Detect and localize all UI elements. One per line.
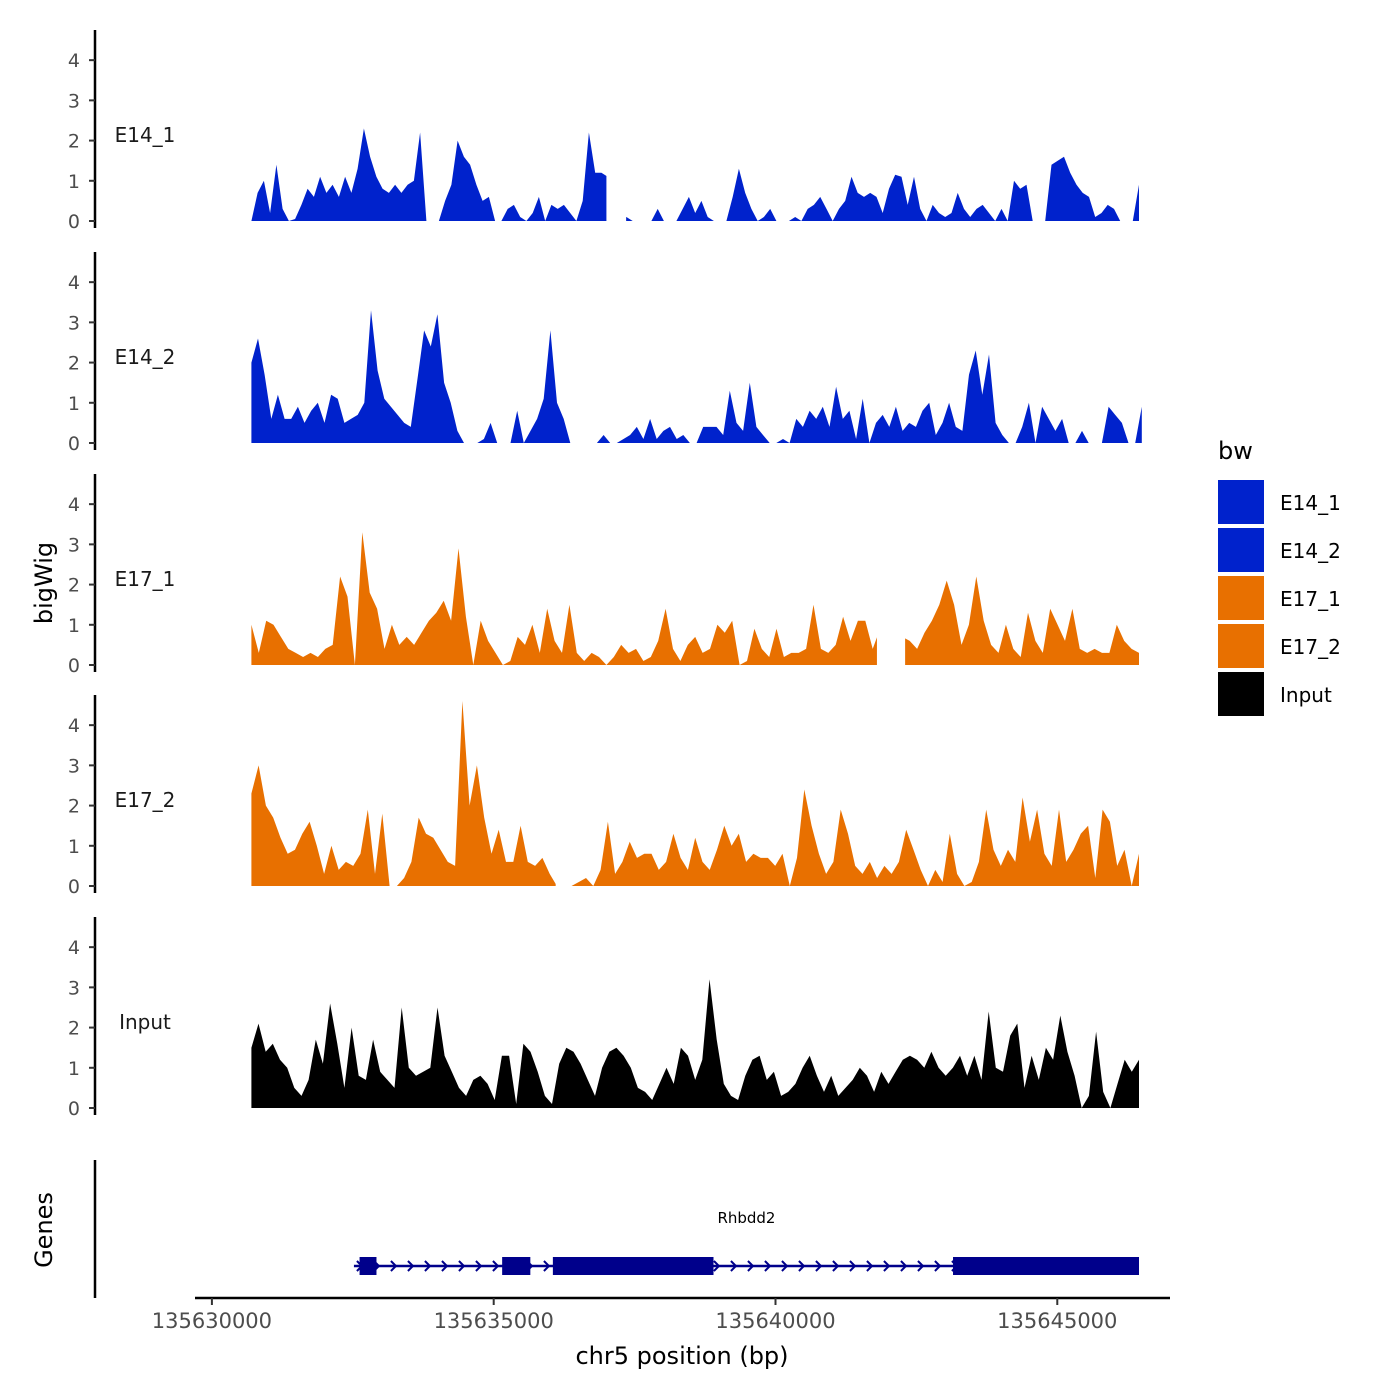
gene-exon (552, 1257, 714, 1275)
legend-label: E14_2 (1280, 539, 1341, 563)
y-tick-label: 1 (68, 393, 80, 415)
strand-arrow (883, 1260, 891, 1272)
legend-item-e14-2: E14_2 (1218, 528, 1341, 572)
strand-arrow (934, 1260, 942, 1272)
track-panel-e14-1: 0 1 2 3 4 E14_1 (68, 30, 1139, 233)
signal-area-e17-1 (251, 532, 1139, 665)
y-tick-label: 3 (68, 755, 80, 777)
legend-swatch (1218, 672, 1264, 716)
strand-arrow (390, 1260, 398, 1272)
y-tick-label: 4 (68, 494, 80, 516)
signal-area-e14-2 (251, 310, 1142, 443)
strand-arrow (492, 1260, 500, 1272)
gene-name-label: Rhbdd2 (717, 1209, 775, 1227)
x-tick-label: 135635000 (434, 1309, 554, 1333)
strand-arrow (424, 1260, 432, 1272)
track-label: E14_1 (115, 123, 176, 147)
gene-rhbdd2: Rhbdd2 (353, 1209, 1140, 1275)
y-tick-label: 1 (68, 615, 80, 637)
legend-label: E17_2 (1280, 635, 1341, 659)
y-tick-label: 0 (68, 655, 80, 677)
y-tick-label: 0 (68, 433, 80, 455)
coverage-gap (876, 474, 906, 666)
signal-area-e14-1 (251, 128, 1139, 221)
strand-arrow (781, 1260, 789, 1272)
track-label: E17_2 (115, 788, 176, 812)
y-tick-label: 2 (68, 1018, 80, 1040)
legend-title: bw (1218, 437, 1253, 465)
strand-arrow (407, 1260, 415, 1272)
legend-item-input: Input (1218, 672, 1332, 716)
strand-arrow (543, 1260, 551, 1272)
x-tick-label: 135640000 (715, 1309, 835, 1333)
y-tick-label: 4 (68, 50, 80, 72)
strand-arrow (849, 1260, 857, 1272)
strand-arrow (832, 1260, 840, 1272)
track-panel-input: 0 1 2 3 4 Input (68, 917, 1139, 1120)
y-tick-label: 3 (68, 312, 80, 334)
legend-item-e17-2: E17_2 (1218, 624, 1341, 668)
bigwig-tracks: 0 1 2 3 4 E14_1 0 1 2 3 4 E14_2 0 1 2 3 4 E17_1 0 1 2 3 4 E17_2… (68, 30, 1142, 1120)
legend-swatch (1218, 480, 1264, 524)
legend-swatch (1218, 624, 1264, 668)
y-tick-label: 3 (68, 534, 80, 556)
x-axis: 135630000 135635000 135640000 135645000 (152, 1296, 1170, 1333)
strand-arrow (730, 1260, 738, 1272)
strand-arrow (900, 1260, 908, 1272)
y-tick-label: 4 (68, 715, 80, 737)
strand-arrow (475, 1260, 483, 1272)
strand-arrow (441, 1260, 449, 1272)
y-axis-title: bigWig (30, 542, 58, 624)
y-tick-label: 2 (68, 131, 80, 153)
strand-arrow (458, 1260, 466, 1272)
x-tick-label: 135630000 (152, 1309, 272, 1333)
y-tick-label: 2 (68, 796, 80, 818)
legend-label: E14_1 (1280, 491, 1341, 515)
legend-item-e14-1: E14_1 (1218, 480, 1341, 524)
track-panel-e17-2: 0 1 2 3 4 E17_2 (68, 695, 1139, 898)
track-panel-e17-1: 0 1 2 3 4 E17_1 (68, 474, 1139, 677)
gene-exon (359, 1257, 377, 1275)
strand-arrow (798, 1260, 806, 1272)
coverage-gap (609, 30, 613, 222)
gene-exon (953, 1257, 1140, 1275)
strand-arrow (917, 1260, 925, 1272)
legend-label: Input (1280, 683, 1332, 707)
y-tick-label: 1 (68, 171, 80, 193)
gene-exon (502, 1257, 531, 1275)
y-tick-label: 0 (68, 211, 80, 233)
legend-swatch (1218, 528, 1264, 572)
track-label: Input (119, 1010, 171, 1034)
legend: bw E14_1 E14_2 E17_1 E17_2 Input (1218, 437, 1341, 716)
y-tick-label: 2 (68, 575, 80, 597)
y-tick-label: 1 (68, 836, 80, 858)
genes-axis-title: Genes (30, 1192, 58, 1268)
y-tick-label: 1 (68, 1058, 80, 1080)
track-panel-e14-2: 0 1 2 3 4 E14_2 (68, 252, 1142, 455)
legend-item-e17-1: E17_1 (1218, 576, 1341, 620)
y-tick-label: 3 (68, 977, 80, 999)
gene-track: Rhbdd2 (93, 1160, 1140, 1298)
x-axis-title: chr5 position (bp) (575, 1342, 788, 1370)
y-tick-label: 0 (68, 1098, 80, 1120)
track-label: E14_2 (115, 345, 176, 369)
legend-swatch (1218, 576, 1264, 620)
y-tick-label: 2 (68, 353, 80, 375)
y-tick-label: 4 (68, 937, 80, 959)
y-tick-label: 4 (68, 272, 80, 294)
strand-arrow (713, 1260, 721, 1272)
strand-arrow (764, 1260, 772, 1272)
y-tick-label: 3 (68, 90, 80, 112)
strand-arrow (747, 1260, 755, 1272)
signal-area-input (251, 979, 1139, 1108)
x-tick-label: 135645000 (997, 1309, 1117, 1333)
signal-area-e17-2 (251, 701, 1139, 886)
y-tick-label: 0 (68, 876, 80, 898)
legend-label: E17_1 (1280, 587, 1341, 611)
coverage-gap (555, 695, 565, 887)
track-label: E17_1 (115, 567, 176, 591)
strand-arrow (815, 1260, 823, 1272)
strand-arrow (866, 1260, 874, 1272)
